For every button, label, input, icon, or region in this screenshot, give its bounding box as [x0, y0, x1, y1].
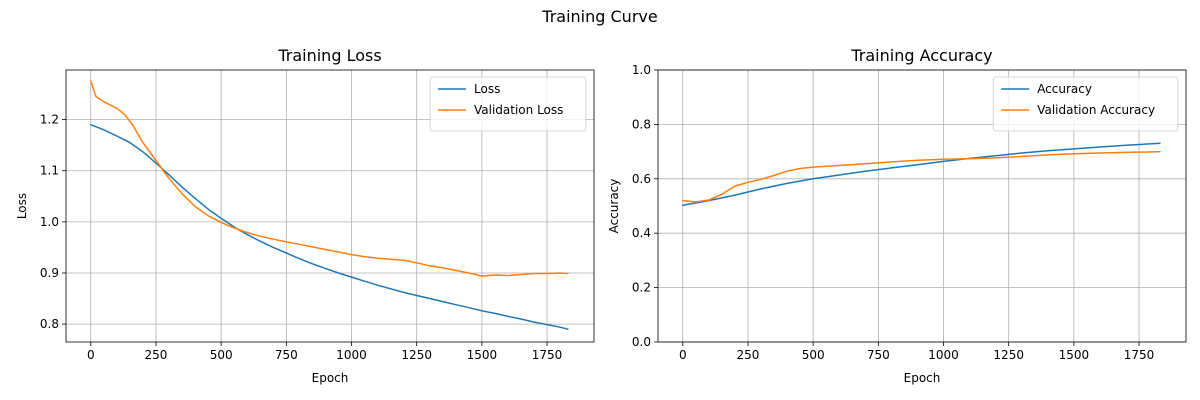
legend-box: [992, 76, 1179, 132]
y-tick-label: 0.4: [632, 226, 651, 240]
y-tick-label: 0.6: [632, 172, 651, 186]
chart-title: Training Accuracy: [850, 46, 992, 65]
legend-label: Accuracy: [1037, 82, 1092, 96]
x-tick-label: 0: [87, 348, 95, 362]
y-tick-label: 1.1: [40, 164, 59, 178]
legend-label: Loss: [474, 82, 500, 96]
x-tick-label: 250: [737, 348, 760, 362]
x-tick-label: 750: [275, 348, 298, 362]
y-axis-label: Accuracy: [607, 179, 621, 234]
training-loss-chart: 0 250 500 750 1000 1250 1500 1750 0.8 0.9 1.0 1.1 1.…: [15, 46, 595, 385]
series-line-validation-loss: [90, 80, 569, 277]
chart-title: Training Loss: [277, 46, 381, 65]
series-line-loss: [90, 123, 569, 330]
series-line-validation-accuracy: [682, 150, 1161, 203]
legend-label: Validation Accuracy: [1037, 103, 1155, 117]
x-tick-label: 1750: [532, 348, 563, 362]
legend: Loss Validation Loss: [429, 76, 587, 132]
x-tick-label: 500: [802, 348, 825, 362]
x-tick-label: 500: [210, 348, 233, 362]
y-axis-label: Loss: [15, 193, 29, 219]
figure-title: Training Curve: [541, 7, 657, 26]
y-tick-label: 0.0: [632, 335, 651, 349]
y-tick-label: 0.8: [40, 317, 59, 331]
x-tick-label: 1500: [467, 348, 498, 362]
plot-area-frame: [65, 69, 595, 343]
x-tick-label: 750: [867, 348, 890, 362]
legend-box: [429, 76, 587, 132]
series-line-accuracy: [682, 142, 1161, 206]
x-tick-label: 1250: [993, 348, 1024, 362]
plot-area-frame: [657, 69, 1187, 343]
x-tick-label: 1000: [336, 348, 367, 362]
x-tick-label: 250: [145, 348, 168, 362]
legend-label: Validation Loss: [474, 103, 563, 117]
training-accuracy-chart: 0 250 500 750 1000 1250 1500 1750 0.0 0.2 0.4 0.6 0.…: [607, 46, 1187, 385]
y-tick-label: 0.2: [632, 281, 651, 295]
x-tick-label: 1000: [928, 348, 959, 362]
y-tick-label: 0.9: [40, 266, 59, 280]
x-axis-label: Epoch: [904, 371, 941, 385]
y-tick-label: 1.2: [40, 113, 59, 127]
x-tick-label: 1750: [1124, 348, 1155, 362]
x-tick-label: 1500: [1059, 348, 1090, 362]
y-tick-label: 0.8: [632, 117, 651, 131]
x-tick-label: 1250: [401, 348, 432, 362]
legend: Accuracy Validation Accuracy: [992, 76, 1179, 132]
y-tick-label: 1.0: [632, 63, 651, 77]
y-tick-label: 1.0: [40, 215, 59, 229]
x-tick-label: 0: [679, 348, 687, 362]
x-axis-label: Epoch: [312, 371, 349, 385]
